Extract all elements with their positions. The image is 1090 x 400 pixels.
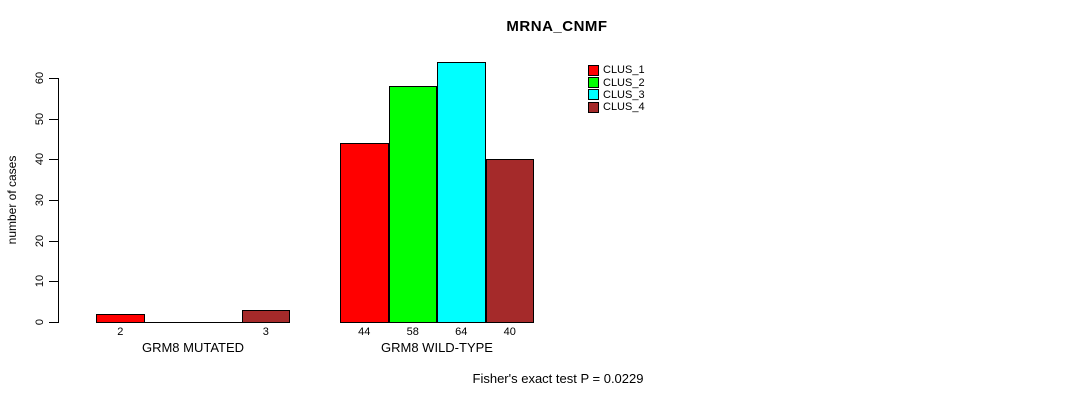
y-tick xyxy=(49,78,58,79)
legend-label: CLUS_4 xyxy=(603,101,645,114)
bar-value-label: 40 xyxy=(503,326,516,338)
y-tick xyxy=(49,240,58,242)
bar-value-label: 64 xyxy=(455,326,468,338)
legend-swatch-icon xyxy=(588,89,599,101)
chart-title: MRNA_CNMF xyxy=(506,18,608,35)
y-tick-label: 60 xyxy=(34,71,46,85)
legend-swatch-icon xyxy=(588,64,599,76)
legend-swatch-icon xyxy=(588,101,599,113)
group-baseline xyxy=(96,322,290,323)
y-tick xyxy=(49,159,58,161)
fisher-test-note: Fisher's exact test P = 0.0229 xyxy=(472,371,644,386)
y-tick-label: 0 xyxy=(34,318,46,326)
bar-value-label: 44 xyxy=(358,326,371,338)
y-tick xyxy=(49,200,58,201)
y-tick xyxy=(49,281,58,283)
bar-clus_1 xyxy=(96,313,145,323)
y-tick xyxy=(49,322,58,323)
y-tick-label: 30 xyxy=(34,193,46,207)
legend-label: CLUS_1 xyxy=(603,64,645,77)
legend-item-clus_2: CLUS_2 xyxy=(588,76,645,89)
legend-item-clus_3: CLUS_3 xyxy=(588,89,645,101)
legend-item-clus_4: CLUS_4 xyxy=(588,101,645,113)
bar-clus_4 xyxy=(241,309,290,323)
y-axis-label: number of cases xyxy=(5,155,19,245)
legend-swatch-icon xyxy=(588,77,599,89)
y-tick xyxy=(49,118,58,120)
group-label-grm8-mutated: GRM8 MUTATED xyxy=(141,340,245,355)
group-label-grm8-wild-type: GRM8 WILD-TYPE xyxy=(381,340,493,355)
legend-label: CLUS_3 xyxy=(603,88,645,101)
bar-value-label: 58 xyxy=(406,326,419,338)
legend-label: CLUS_2 xyxy=(603,76,645,89)
bar-value-label: 3 xyxy=(262,326,269,338)
y-tick-label: 50 xyxy=(34,112,46,125)
y-tick-label: 40 xyxy=(34,153,46,166)
y-tick-label: 20 xyxy=(34,234,46,247)
legend: CLUS_1 CLUS_2 CLUS_3 CLUS_4 xyxy=(588,64,645,114)
bar-clus_3 xyxy=(437,61,486,323)
bar-value-label: 2 xyxy=(117,326,124,338)
y-axis xyxy=(58,78,59,323)
y-tick-label: 10 xyxy=(34,275,46,288)
bar-clus_4 xyxy=(485,159,534,323)
bar-clus_1 xyxy=(340,143,389,323)
bar-clus_2 xyxy=(388,86,437,323)
legend-item-clus_1: CLUS_1 xyxy=(588,64,645,76)
